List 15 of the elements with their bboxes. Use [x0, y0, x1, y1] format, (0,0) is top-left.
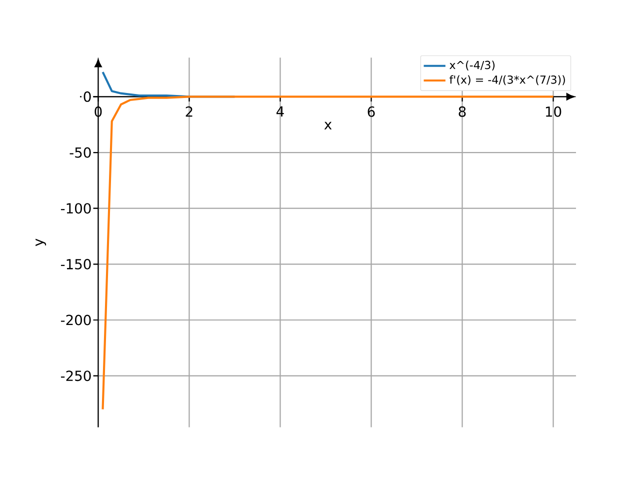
y-tick-label: -250	[60, 370, 91, 382]
legend-label: x^(-4/3)	[450, 60, 495, 70]
y-tick-label: 0	[84, 91, 91, 102]
x-tick-label: 8	[458, 106, 466, 117]
y-tick-label: -50	[70, 147, 91, 158]
x-axis-title: x	[324, 122, 332, 130]
x-tick-label: 4	[276, 106, 284, 116]
legend-label: f'(x) = -4/(3*x^(7/3))	[449, 75, 565, 86]
y-tick-label: -100	[60, 203, 91, 214]
x-tick-label: 6	[368, 106, 375, 117]
x-tick-label: 2	[186, 106, 192, 117]
y-tick-label: -150	[60, 258, 91, 270]
x-tick-label: 10	[546, 106, 562, 117]
y-tick-label: -200	[60, 314, 91, 326]
y-axis-title: y	[36, 238, 46, 246]
